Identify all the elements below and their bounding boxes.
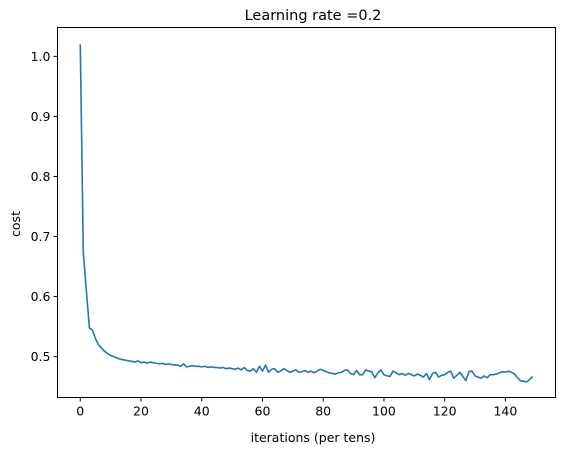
x-tick-label: 100	[372, 404, 396, 419]
x-tick-label: 0	[76, 404, 84, 419]
plot-frame	[57, 27, 556, 398]
cost-series-line	[79, 44, 534, 383]
y-tick-label: 0.8	[31, 169, 51, 184]
x-axis-label: iterations (per tens)	[251, 430, 376, 445]
y-tick-label: 0.5	[31, 349, 51, 364]
chart-title: Learning rate =0.2	[245, 8, 382, 24]
y-tick-label: 0.6	[31, 289, 51, 304]
x-tick-label: 140	[493, 404, 517, 419]
y-tick-label: 1.0	[31, 49, 51, 64]
y-tick-label: 0.7	[31, 229, 51, 244]
x-tick-label: 40	[194, 404, 210, 419]
x-tick-label: 80	[315, 404, 331, 419]
x-tick-label: 120	[433, 404, 457, 419]
plot-layer: 0 20 40 60 80 100 120 140 0.5 0.6 0.7 0.8 0.9 1.0	[31, 44, 534, 419]
x-tick-label: 60	[255, 404, 271, 419]
x-tick-label: 20	[133, 404, 149, 419]
y-tick-label: 0.9	[31, 109, 51, 124]
y-axis-label: cost	[8, 211, 23, 237]
